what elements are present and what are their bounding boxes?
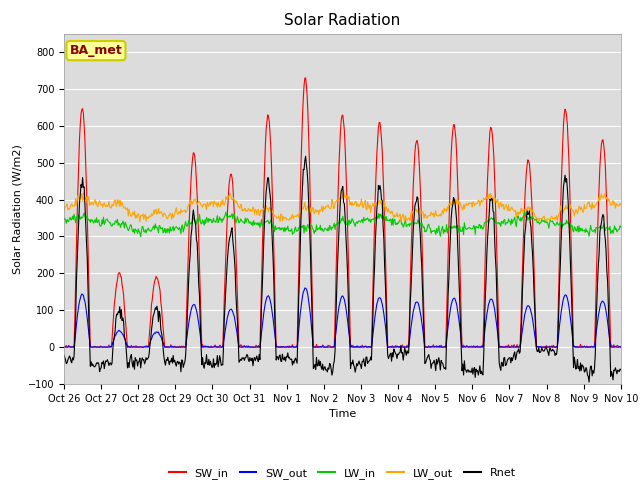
X-axis label: Time: Time	[329, 409, 356, 419]
SW_in	[428, 343, 436, 349]
SW_in	[617, 344, 625, 350]
Line: SW_in: SW_in	[64, 78, 621, 347]
SW_out	[301, 285, 308, 291]
Rnet	[214, 353, 221, 359]
LW_out	[214, 200, 222, 205]
LW_in	[70, 211, 78, 217]
SW_out	[428, 344, 436, 349]
Line: LW_in: LW_in	[64, 211, 621, 237]
Line: Rnet: Rnet	[64, 156, 621, 382]
Rnet	[617, 367, 625, 373]
LW_in	[428, 230, 435, 236]
Rnet	[60, 352, 68, 358]
SW_out	[214, 344, 222, 350]
SW_in	[60, 344, 68, 349]
LW_out	[340, 187, 348, 193]
LW_out	[412, 206, 419, 212]
SW_out	[61, 344, 68, 350]
SW_out	[412, 300, 419, 306]
SW_in	[185, 238, 193, 243]
LW_in	[127, 223, 135, 228]
LW_out	[60, 208, 68, 214]
SW_in	[214, 344, 222, 349]
SW_out	[71, 338, 79, 344]
SW_in	[128, 344, 136, 350]
LW_out	[70, 202, 78, 208]
Rnet	[70, 353, 78, 359]
LW_in	[411, 220, 419, 226]
SW_in	[412, 143, 419, 148]
SW_out	[617, 344, 625, 350]
Line: SW_out: SW_out	[64, 288, 621, 347]
Rnet	[428, 366, 435, 372]
LW_out	[136, 219, 144, 225]
Line: LW_out: LW_out	[64, 190, 621, 222]
LW_out	[428, 210, 436, 216]
LW_in	[617, 224, 625, 230]
Rnet	[302, 154, 310, 159]
LW_in	[521, 208, 529, 214]
SW_in	[61, 344, 68, 350]
SW_out	[185, 321, 193, 326]
Title: Solar Radiation: Solar Radiation	[284, 13, 401, 28]
SW_in	[302, 75, 310, 81]
Rnet	[585, 379, 593, 385]
Legend: SW_in, SW_out, LW_in, LW_out, Rnet: SW_in, SW_out, LW_in, LW_out, Rnet	[164, 464, 520, 480]
Rnet	[184, 300, 192, 305]
LW_in	[185, 217, 193, 223]
LW_out	[617, 202, 625, 207]
Y-axis label: Solar Radiation (W/m2): Solar Radiation (W/m2)	[12, 144, 22, 274]
Rnet	[127, 352, 135, 358]
LW_in	[214, 220, 222, 226]
Rnet	[411, 204, 419, 209]
LW_out	[185, 202, 193, 207]
Text: BA_met: BA_met	[70, 44, 122, 57]
LW_in	[60, 216, 68, 222]
SW_out	[128, 344, 136, 350]
LW_in	[137, 234, 145, 240]
SW_in	[71, 316, 79, 322]
LW_out	[127, 214, 135, 219]
SW_out	[60, 344, 68, 350]
